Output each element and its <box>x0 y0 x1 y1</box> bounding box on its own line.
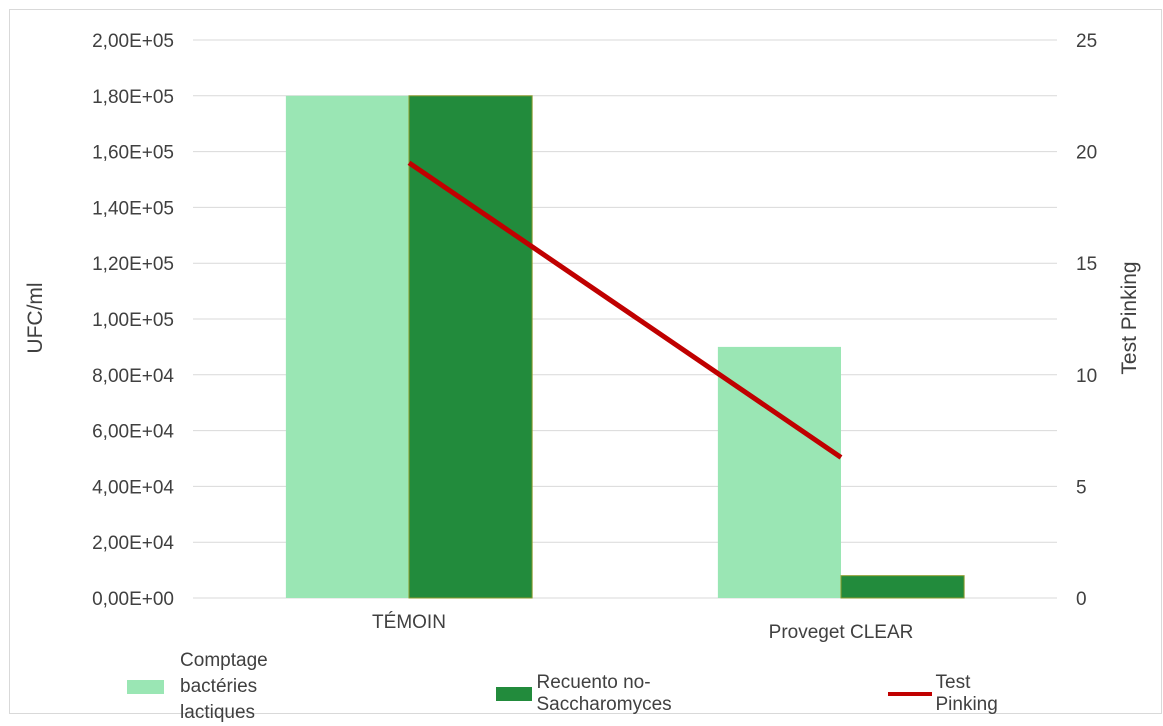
legend-swatch-nonsacch <box>496 687 533 701</box>
legend-label-nonsacch: Recuento no-Saccharomyces <box>536 672 672 715</box>
x-tick-label: Proveget CLEAR <box>769 622 914 643</box>
legend-label-pinking: Test Pinking <box>935 672 998 715</box>
legend-item-pinking: Test Pinking <box>888 672 1012 716</box>
y2-tick-label: 10 <box>1076 366 1097 387</box>
y2-tick-label: 15 <box>1076 254 1097 275</box>
y2-tick-label: 20 <box>1076 143 1097 164</box>
y-tick-label: 2,00E+05 <box>92 31 174 52</box>
y-tick-label: 1,20E+05 <box>92 254 174 275</box>
chart-frame <box>9 9 1162 714</box>
line-pinking <box>407 160 843 460</box>
legend-item-nonsacch: Recuento no-Saccharomyces <box>496 672 693 716</box>
legend-swatch-pinking <box>888 692 932 696</box>
bars <box>285 95 965 599</box>
y-tick-label: 1,40E+05 <box>92 198 174 219</box>
y2-tick-label: 0 <box>1076 589 1087 610</box>
y2-tick-label: 5 <box>1076 477 1087 498</box>
legend-label-lactic: Comptage bactéries lactiques <box>180 648 289 726</box>
bar-nonsacch-0 <box>408 95 533 599</box>
y-tick-label: 1,60E+05 <box>92 143 174 164</box>
y-tick-label: 8,00E+04 <box>92 366 174 387</box>
y-tick-label: 1,80E+05 <box>92 87 174 108</box>
lines <box>407 160 843 460</box>
x-tick-label: TÉMOIN <box>372 612 446 633</box>
y-axis-title: UFC/ml <box>24 282 47 353</box>
y-tick-label: 4,00E+04 <box>92 477 174 498</box>
legend-label-lactic-line1: Comptage bactéries <box>180 650 268 697</box>
bar-lactic-0 <box>285 95 409 599</box>
y-tick-label: 0,00E+00 <box>92 589 174 610</box>
y-tick-label: 1,00E+05 <box>92 310 174 331</box>
y-tick-label: 2,00E+04 <box>92 533 174 554</box>
y-axis-ticks: 0,00E+00 2,00E+04 4,00E+04 6,00E+04 8,00E+04… <box>92 31 174 610</box>
legend-item-lactic: Comptage bactéries lactiques <box>127 648 289 726</box>
legend-swatch-lactic <box>127 680 165 694</box>
bar-nonsacch-1 <box>840 575 965 599</box>
x-axis-ticks: TÉMOIN Proveget CLEAR <box>372 612 913 643</box>
legend-label-lactic-line2: lactiques <box>180 702 256 723</box>
y-tick-label: 6,00E+04 <box>92 422 174 443</box>
y2-tick-label: 25 <box>1076 31 1097 52</box>
y2-axis-ticks: 0 5 10 15 20 25 <box>1076 31 1097 610</box>
y2-axis-title: Test Pinking <box>1118 261 1141 374</box>
